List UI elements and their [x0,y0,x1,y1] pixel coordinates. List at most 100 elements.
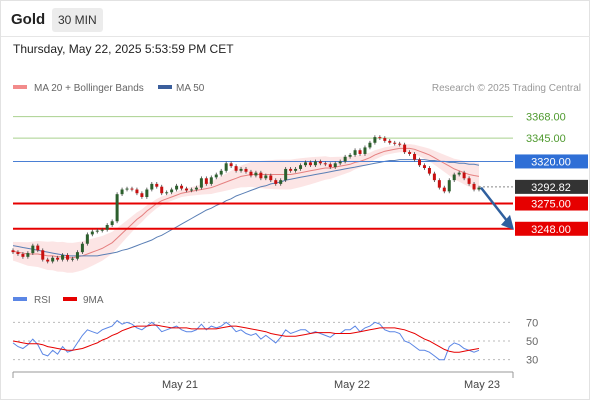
candle-body [437,180,441,188]
legend-swatch-bollinger [13,85,27,89]
candle-body [477,187,481,190]
candle-body [457,172,461,175]
timeframe-badge[interactable]: 30 MIN [52,8,103,32]
candle-body [323,163,327,165]
candle-body [328,164,332,168]
legend-label-9ma: 9MA [83,295,104,306]
candle-body [303,162,307,166]
candle-body [269,175,273,181]
time-tick-label: May 22 [334,379,370,391]
candle-body [194,187,198,190]
candle-body [413,153,417,160]
candle-body [358,150,362,154]
candle-body [105,225,109,230]
candle-body [189,189,193,191]
candle-body [432,173,436,181]
candle-body [363,147,367,154]
candle-body [209,177,213,184]
candle-body [239,168,243,171]
candle-body [284,168,288,181]
level-tag-3248.00 [515,221,588,236]
candle-body [264,175,268,179]
candle-body [125,188,129,190]
candle-body [155,183,159,187]
candle-body [467,178,471,184]
level-tag-3320.00 [515,154,588,169]
legend-swatch-rsi [13,297,27,301]
candle-body [204,178,208,184]
level-label-3368.00: 3368.00 [526,112,566,124]
candle-body [254,172,258,176]
candle-body [85,234,89,244]
rsi-tick-30: 30 [526,355,538,367]
forecast-arrowhead [501,214,514,230]
candle-body [175,185,179,190]
rsi-tick-50: 50 [526,336,538,348]
candle-body [427,167,431,174]
last-price-tag [515,179,588,194]
instrument-title: Gold [11,11,46,28]
candle-body [313,161,317,166]
candle-body [279,180,283,184]
candle-body [234,166,238,171]
candle-body [95,230,99,232]
candle-body [244,168,248,172]
legend-swatch-ma50 [158,85,172,89]
candle-body [150,183,154,190]
legend-label-bollinger: MA 20 + Bollinger Bands [34,83,144,94]
time-tick-label: May 21 [162,379,198,391]
candle-body [378,137,382,139]
candle-body [259,172,263,179]
research-credit: Research © 2025 Trading Central [432,83,581,94]
candle-body [408,152,412,154]
legend-label-rsi: RSI [34,295,51,306]
candle-body [289,168,293,171]
candle-body [393,142,397,144]
candle-body [229,163,233,167]
candle-body [403,144,407,153]
candle-body [388,140,392,143]
candle-body [333,163,337,168]
candle-body [41,250,45,260]
candle-body [170,189,174,193]
candle-body [214,174,218,178]
candle-body [21,254,25,257]
last-price-label: 3292.82 [531,182,571,194]
candle-body [343,156,347,162]
level-label-3320.00: 3320.00 [531,156,571,168]
candle-body [46,259,50,262]
candle-body [145,189,149,197]
candle-body [318,161,322,164]
rsi-tick-70: 70 [526,317,538,329]
forecast-arrow [480,186,508,222]
candle-body [452,174,456,181]
candle-body [472,183,476,190]
candle-body [368,142,372,148]
candle-body [199,178,203,188]
candle-body [249,171,253,176]
candle-body [11,250,15,253]
candle-body [115,194,119,222]
candle-body [442,187,446,192]
candle-body [130,188,134,190]
candle-body [373,137,377,143]
candle-body [135,189,139,194]
candle-body [16,252,20,255]
candle-body [160,186,164,194]
candle-body [51,257,55,262]
level-label-3248.00: 3248.00 [531,224,571,236]
level-tag-3275.00 [515,196,588,211]
candle-body [422,165,426,168]
bollinger-band [13,144,479,273]
rsi-line [12,319,480,361]
legend-swatch-9ma [63,297,77,301]
candle-body [75,252,79,259]
candle-body [180,185,184,189]
level-label-3275.00: 3275.00 [531,199,571,211]
candle-body [274,180,278,184]
candle-body [26,253,30,257]
candle-body [120,189,124,195]
header-bar: Gold 30 MIN [1,1,590,37]
